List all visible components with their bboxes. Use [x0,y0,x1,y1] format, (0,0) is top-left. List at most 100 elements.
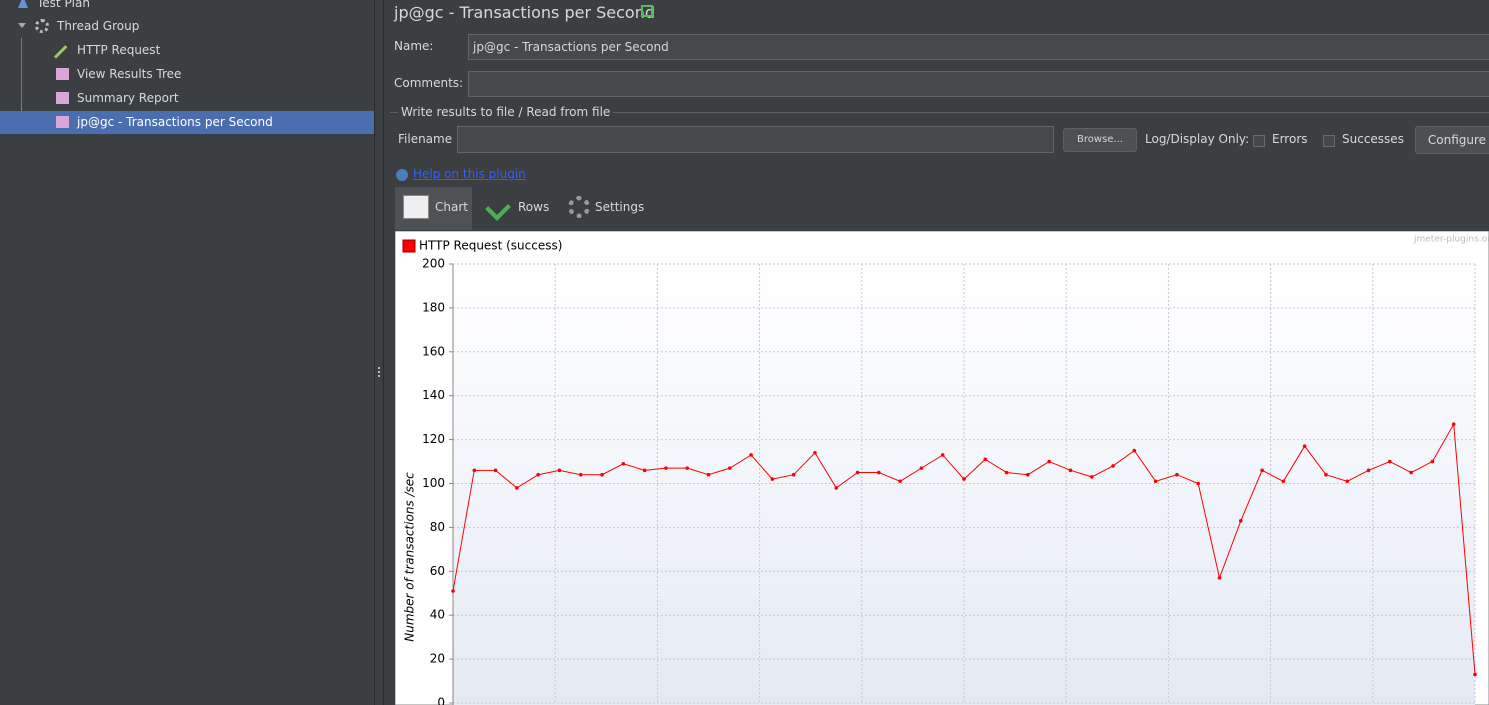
tree-panel: Test Plan Thread Group HTTP Request View… [0,0,374,705]
data-point [1430,459,1435,464]
tree-item[interactable]: Summary Report [77,91,179,105]
data-point [1153,479,1158,484]
data-point [1302,444,1307,448]
data-point [1388,459,1392,464]
data-point [855,470,860,475]
name-label: Name: [394,39,434,53]
data-point [1238,519,1243,523]
data-point [515,486,519,490]
rows-tab-icon [485,195,511,221]
y-tick-label: 160 [422,344,445,358]
y-tick-label: 100 [422,476,445,490]
data-point [1324,472,1328,477]
settings-tab-icon [568,196,590,218]
data-point [493,468,498,473]
configure-button[interactable]: Configure [1415,126,1489,154]
tree-icon [53,45,68,59]
filename-input[interactable] [457,126,1054,153]
y-tick-label: 120 [422,432,445,446]
errors-checkbox[interactable] [1253,135,1265,147]
data-point [706,472,711,477]
chart: jmeter-plugins.org Number of transaction… [395,231,1489,705]
expand-icon[interactable] [641,5,653,17]
tree-selection[interactable] [0,111,374,134]
legend-label: HTTP Request (success) [419,239,562,253]
data-point [983,457,988,462]
data-point [1260,468,1264,473]
data-point [749,453,753,457]
legend-swatch [402,239,416,253]
tab-label[interactable]: Chart [435,200,468,214]
data-point [727,466,732,470]
data-point [685,466,690,470]
group-border [390,112,1489,163]
data-point [1366,468,1371,473]
tree-item[interactable]: Thread Group [57,19,140,33]
comments-label: Comments: [394,76,464,90]
tab-label[interactable]: Rows [518,200,550,214]
data-point [877,470,881,475]
tab-label[interactable]: Settings [595,200,645,214]
y-tick-label: 200 [422,257,445,271]
data-point [919,466,924,470]
data-point [472,468,477,473]
data-point [1132,448,1137,453]
tree-arrow[interactable] [18,23,26,28]
y-tick-label: 60 [430,564,445,578]
y-tick-label: 20 [430,652,445,666]
data-point [621,461,626,466]
y-tick-label: 180 [422,300,445,314]
data-point [451,589,455,593]
data-point [1473,672,1477,677]
tree-item[interactable]: jp@gc - Transactions per Second [77,115,273,129]
y-tick-label: 40 [430,608,445,622]
data-point [1004,470,1009,475]
splitter[interactable] [374,0,384,705]
info-icon [396,169,408,181]
data-point [962,477,966,481]
data-point [578,472,583,477]
tree-icon [35,19,49,33]
name-value: jp@gc - Transactions per Second [473,40,669,54]
data-point [898,479,902,484]
browse-button[interactable]: Browse... [1063,128,1137,152]
y-tick-label: 0 [437,696,445,705]
tree-icon [56,68,69,80]
data-point [664,466,668,470]
data-point [1345,479,1350,484]
data-point [1451,422,1456,427]
data-point [791,472,796,477]
y-tick-label: 140 [422,388,445,402]
data-point [834,486,839,490]
panel-title: jp@gc - Transactions per Second [394,3,655,22]
data-point [1047,459,1051,464]
data-point [940,453,945,457]
data-point [1175,472,1179,477]
errors-label: Errors [1272,132,1308,146]
tree-item[interactable]: View Results Tree [77,67,182,81]
data-point [1068,468,1073,473]
log-label: Log/Display Only: [1145,132,1250,146]
tree-item[interactable]: Test Plan [37,0,90,10]
data-point [1089,475,1094,479]
data-point [1281,479,1286,484]
y-axis-label: Number of transactions /sec [403,472,417,642]
tree-item[interactable]: HTTP Request [77,43,161,57]
name-input[interactable]: jp@gc - Transactions per Second [468,34,1489,60]
tree-icon [18,0,28,8]
group-label: Write results to file / Read from file [398,105,614,119]
data-point [1217,576,1222,580]
help-link[interactable]: Help on this plugin [413,167,526,181]
data-point [600,472,604,477]
data-point [536,472,540,477]
watermark: jmeter-plugins.org [1413,235,1489,245]
filename-label: Filename [398,132,453,146]
successes-checkbox[interactable] [1323,135,1335,147]
comments-input[interactable] [468,71,1489,97]
data-point [1111,464,1115,468]
splitter-grip [378,367,380,379]
data-point [1409,470,1413,475]
data-point [1196,481,1201,486]
data-point [557,468,562,473]
